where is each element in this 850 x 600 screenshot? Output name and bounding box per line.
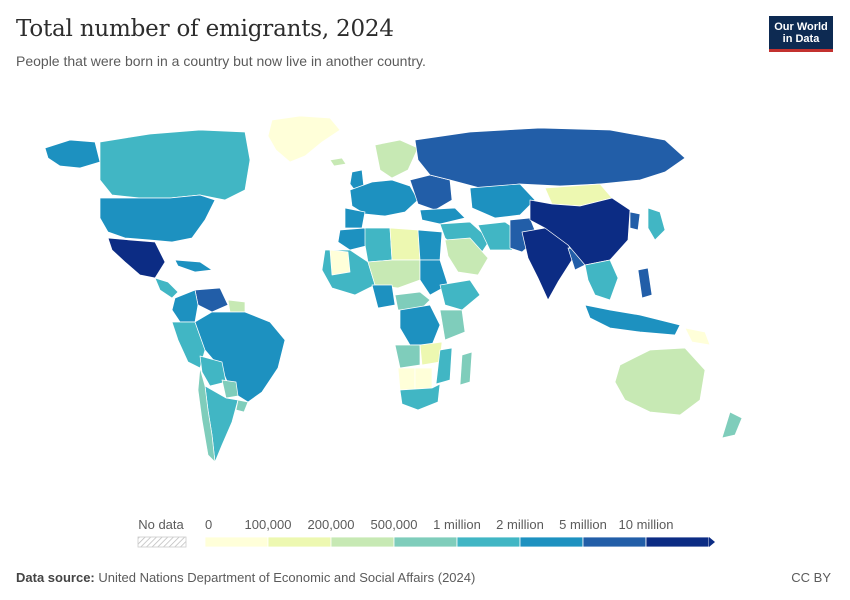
legend-swatch-3 (393, 536, 458, 548)
legend-tick-label-5: 2 million (496, 517, 544, 532)
region-mauritania[interactable] (329, 249, 351, 276)
region-colombia[interactable] (171, 289, 199, 323)
region-saudi-arabia[interactable] (444, 237, 489, 276)
owid-logo[interactable]: Our World in Data (769, 16, 833, 52)
region-central-america[interactable] (154, 277, 179, 299)
region-turkey[interactable] (419, 207, 466, 225)
region-scandinavia[interactable] (374, 139, 419, 179)
region-namibia[interactable] (397, 367, 416, 393)
legend-swatch-4 (456, 536, 521, 548)
region-australia[interactable] (614, 347, 706, 416)
region-south-africa[interactable] (399, 383, 441, 411)
legend-swatch-2 (330, 536, 395, 548)
legend-swatch-5 (519, 536, 584, 548)
region-madagascar[interactable] (459, 351, 473, 386)
license-link[interactable]: CC BY (791, 570, 831, 585)
region-egypt[interactable] (417, 229, 443, 261)
legend-tick-label-3: 500,000 (371, 517, 418, 532)
region-japan[interactable] (647, 207, 666, 241)
region-southeast-asia[interactable] (584, 259, 619, 301)
region-libya[interactable] (389, 227, 421, 261)
legend-arrow (709, 537, 715, 547)
region-png[interactable] (684, 327, 711, 346)
region-korea[interactable] (629, 211, 641, 231)
legend-swatch-7 (645, 536, 710, 548)
region-mexico[interactable] (107, 237, 166, 279)
region-nigeria[interactable] (371, 284, 396, 309)
map-legend: No data 0 100,000 200,000 500,000 1 million 2… (137, 517, 715, 548)
region-mozambique[interactable] (435, 347, 453, 385)
region-indonesia[interactable] (584, 304, 681, 336)
region-iceland[interactable] (329, 157, 347, 167)
region-drc[interactable] (399, 304, 441, 346)
legend-tick-label-2: 200,000 (308, 517, 355, 532)
region-central-asia[interactable] (469, 183, 536, 219)
region-usa[interactable] (99, 194, 216, 243)
world-map[interactable] (0, 100, 850, 500)
source-label: Data source: (16, 570, 95, 585)
region-russia[interactable] (414, 127, 686, 189)
region-morocco[interactable] (337, 227, 371, 251)
region-central-africa[interactable] (394, 291, 431, 311)
legend-no-data-label: No data (138, 517, 184, 532)
region-caribbean[interactable] (174, 259, 213, 273)
region-angola[interactable] (394, 344, 421, 369)
region-sahel[interactable] (367, 259, 421, 289)
region-venezuela[interactable] (194, 287, 229, 313)
region-greenland[interactable] (267, 115, 341, 163)
chart-title: Total number of emigrants, 2024 (16, 16, 394, 42)
legend-no-data-swatch (137, 536, 187, 548)
region-canada[interactable] (99, 129, 251, 201)
legend-swatch-0 (204, 536, 269, 548)
legend-tick-label-1: 100,000 (245, 517, 292, 532)
chart-subtitle: People that were born in a country but n… (16, 53, 426, 69)
region-uruguay[interactable] (235, 399, 249, 413)
legend-swatch-1 (267, 536, 332, 548)
region-philippines[interactable] (637, 267, 653, 299)
logo-line-2: in Data (782, 33, 820, 45)
region-algeria[interactable] (364, 227, 393, 263)
region-new-zealand[interactable] (721, 411, 743, 439)
region-botswana[interactable] (414, 367, 433, 391)
region-paraguay[interactable] (221, 379, 239, 399)
region-guianas[interactable] (227, 299, 246, 313)
legend-tick-label-7: 10 million (619, 517, 674, 532)
region-bolivia[interactable] (199, 355, 227, 387)
footer-source: Data source: United Nations Department o… (16, 570, 475, 585)
region-western-europe[interactable] (349, 179, 419, 217)
legend-bins: 0 100,000 200,000 500,000 1 million 2 million… (204, 517, 715, 548)
region-east-africa[interactable] (439, 309, 466, 341)
legend-tick-label-4: 1 million (433, 517, 481, 532)
logo-line-1: Our World (774, 21, 828, 33)
legend-tick-label-6: 5 million (559, 517, 607, 532)
region-ethiopia[interactable] (439, 279, 481, 311)
region-eastern-europe[interactable] (409, 174, 453, 211)
region-china[interactable] (529, 197, 631, 266)
region-chile[interactable] (197, 367, 216, 463)
region-alaska[interactable] (44, 139, 101, 169)
source-text: United Nations Department of Economic an… (98, 570, 476, 585)
legend-tick-label-0: 0 (205, 517, 212, 532)
legend-swatch-6 (582, 536, 647, 548)
